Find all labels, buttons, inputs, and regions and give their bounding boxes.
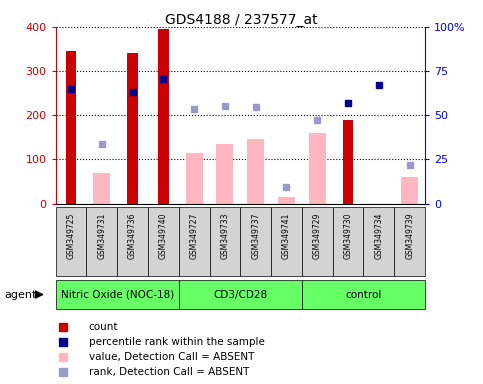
Bar [56,207,86,276]
Bar [364,207,394,276]
Bar [66,51,76,204]
Bar [278,197,295,204]
Bar [185,153,202,204]
Text: rank, Detection Call = ABSENT: rank, Detection Call = ABSENT [89,367,249,377]
Text: agent: agent [5,290,37,300]
Bar [179,207,210,276]
Text: GSM349741: GSM349741 [282,213,291,259]
Bar [302,207,333,276]
Text: GSM349727: GSM349727 [190,213,199,259]
Bar [394,207,425,276]
Bar [158,29,169,204]
Text: control: control [345,290,382,300]
Text: GDS4188 / 237577_at: GDS4188 / 237577_at [165,13,318,27]
Bar [401,177,418,204]
Text: GSM349730: GSM349730 [343,213,353,259]
Text: GSM349734: GSM349734 [374,213,384,259]
Bar [148,207,179,276]
Text: GSM349736: GSM349736 [128,213,137,259]
Text: percentile rank within the sample: percentile rank within the sample [89,337,265,347]
Text: value, Detection Call = ABSENT: value, Detection Call = ABSENT [89,352,254,362]
Bar [93,173,110,204]
Text: GSM349740: GSM349740 [159,213,168,259]
Bar [86,207,117,276]
Bar [342,120,354,204]
Bar [216,144,233,204]
Text: GSM349729: GSM349729 [313,213,322,259]
Bar [127,53,138,204]
Text: count: count [89,322,118,332]
Bar [117,207,148,276]
Bar [179,280,302,309]
Text: GSM349737: GSM349737 [251,213,260,259]
Text: GSM349733: GSM349733 [220,213,229,259]
Bar [333,207,364,276]
Text: CD3/CD28: CD3/CD28 [213,290,268,300]
Text: GSM349725: GSM349725 [67,213,75,259]
Text: GSM349739: GSM349739 [405,213,414,259]
Bar [271,207,302,276]
Bar [240,207,271,276]
Bar [210,207,240,276]
Bar [309,133,326,204]
Bar [247,139,264,204]
Text: Nitric Oxide (NOC-18): Nitric Oxide (NOC-18) [60,290,174,300]
Bar [302,280,425,309]
Bar [56,280,179,309]
Text: GSM349731: GSM349731 [97,213,106,259]
